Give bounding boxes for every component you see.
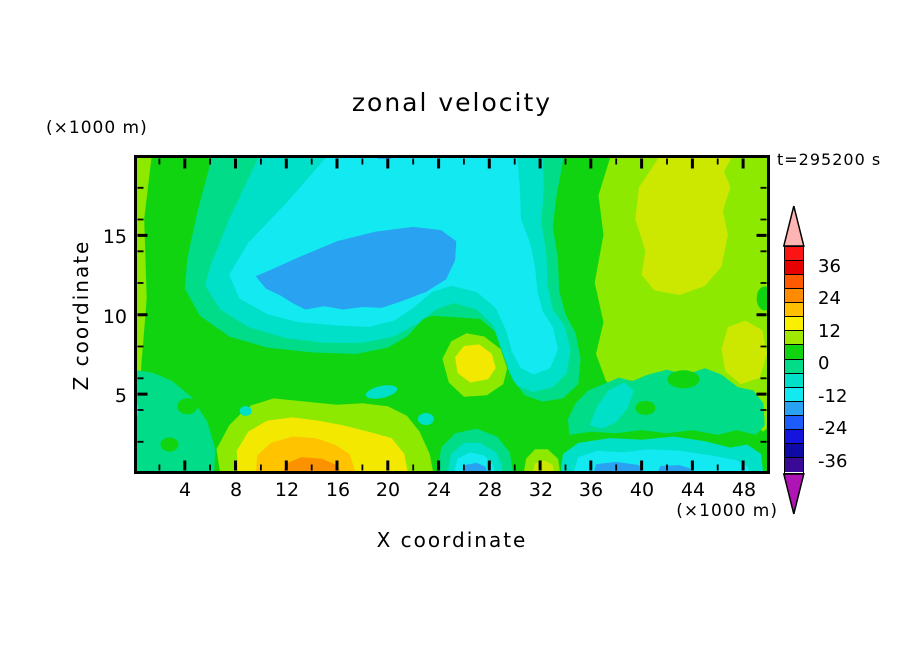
- colorbar-label: 36: [818, 256, 841, 277]
- plot-frame: [134, 155, 770, 474]
- x-tick-label: 32: [528, 479, 554, 501]
- contour-field: [134, 155, 770, 474]
- x-axis-unit-label: (×1000 m): [676, 501, 778, 521]
- field-green-speckle: [667, 370, 700, 389]
- colorbar: [784, 246, 804, 474]
- field-turquoise-sliver: [365, 385, 398, 399]
- plot-title: zonal velocity: [351, 88, 553, 117]
- field-green-speckle: [203, 328, 225, 345]
- colorbar-cell: [785, 247, 803, 262]
- x-tick-label: 44: [680, 479, 706, 501]
- colorbar-cell: [785, 261, 803, 276]
- colorbar-cell: [785, 443, 803, 458]
- colorbar-cell: [785, 457, 803, 472]
- field-smallspot-yellowgreen: [532, 460, 554, 472]
- x-tick-label: 20: [375, 479, 401, 501]
- colorbar-cell: [785, 415, 803, 430]
- field-chartreuse-dot: [601, 330, 622, 349]
- colorbar-cell: [785, 401, 803, 416]
- x-tick-label: 12: [274, 479, 300, 501]
- field-bottomspot-sky: [463, 462, 487, 472]
- colorbar-cell: [785, 289, 803, 304]
- field-green-speckle: [160, 437, 179, 452]
- x-tick-label: 48: [731, 479, 757, 501]
- colorbar-label: -12: [818, 386, 848, 407]
- field-green-speckle: [273, 378, 287, 391]
- y-axis-title: Z coordinate: [69, 239, 93, 391]
- field-bottomright-sky1: [593, 461, 643, 472]
- field-turquoise-sliver: [417, 413, 434, 425]
- colorbar-under-arrow: [782, 473, 805, 515]
- x-tick-label: 40: [629, 479, 655, 501]
- field-turquoise-sliver: [239, 406, 252, 416]
- contour-plot: [134, 155, 770, 474]
- y-tick-label: 5: [114, 385, 127, 407]
- colorbar-label: -36: [818, 451, 848, 472]
- colorbar-label: 24: [818, 288, 841, 309]
- colorbar-label: 0: [818, 353, 830, 374]
- colorbar-over-arrow: [782, 205, 805, 247]
- colorbar-label: 12: [818, 321, 841, 342]
- colorbar-cell: [785, 331, 803, 346]
- y-tick-label: 15: [102, 226, 127, 248]
- contour-layers: [136, 157, 768, 472]
- x-axis-title: X coordinate: [376, 528, 528, 552]
- colorbar-cell: [785, 275, 803, 290]
- field-turquoise-sliver-right: [589, 382, 634, 429]
- y-axis-unit-label: (×1000 m): [46, 118, 148, 138]
- field-green-speckle: [635, 400, 656, 415]
- x-tick-label: 28: [477, 479, 503, 501]
- colorbar-cell: [785, 317, 803, 332]
- field-green-speckle: [756, 286, 768, 311]
- y-tick-label: 10: [102, 306, 127, 328]
- field-yellowgreen-topright: [635, 157, 732, 295]
- colorbar-cell: [785, 303, 803, 318]
- field-sky-core: [255, 226, 457, 310]
- x-tick-label: 16: [325, 479, 351, 501]
- colorbar-cell: [785, 359, 803, 374]
- field-chartreuse-left: [136, 157, 152, 418]
- colorbar-cell: [785, 345, 803, 360]
- field-spring-lowerleft: [136, 370, 216, 472]
- field-yellowspot-core: [455, 344, 496, 383]
- colorbar-cell: [785, 373, 803, 388]
- field-green-speckle: [152, 356, 175, 374]
- x-tick-label: 8: [229, 479, 243, 501]
- colorbar-cell: [785, 387, 803, 402]
- x-tick-label: 24: [426, 479, 452, 501]
- axis-ticks: [137, 158, 767, 471]
- timestamp-label: t=295200 s: [777, 150, 882, 169]
- colorbar-label: -24: [818, 418, 848, 439]
- colorbar-cell: [785, 429, 803, 444]
- x-tick-label: 36: [578, 479, 604, 501]
- field-green-speckle: [177, 398, 198, 415]
- field-yellowgreen-rightedge: [721, 320, 768, 385]
- x-tick-label: 4: [178, 479, 192, 501]
